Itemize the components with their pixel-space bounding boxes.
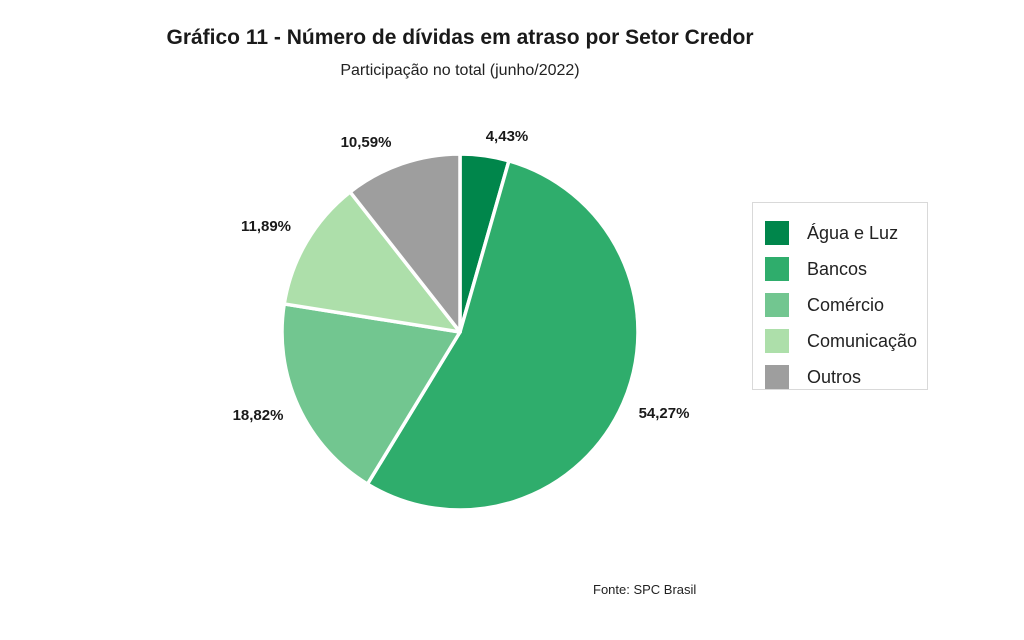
legend-swatch [765, 365, 789, 389]
source-note: Fonte: SPC Brasil [593, 582, 697, 597]
legend-item-agua-e-luz: Água e Luz [765, 215, 927, 251]
legend-label: Outros [807, 366, 862, 387]
legend-label: Bancos [807, 258, 868, 279]
pie-slice-comunicacao [282, 190, 462, 334]
data-label-outros: 10,59% [341, 134, 392, 151]
pie-slice-bancos [365, 159, 640, 512]
data-label-bancos: 54,27% [639, 405, 690, 422]
legend-label: Comércio [807, 294, 885, 315]
data-label-comercio: 18,82% [233, 407, 284, 424]
chart-subtitle: Participação no total (junho/2022) [340, 62, 580, 79]
data-label-agua-e-luz: 4,43% [486, 128, 529, 145]
data-label-comunicacao: 11,89% [241, 218, 291, 235]
legend-item-outros: Outros [765, 359, 927, 395]
legend-label: Comunicação [807, 330, 918, 351]
legend-item-comercio: Comércio [765, 287, 927, 323]
pie-slice-comercio [280, 302, 462, 486]
legend-swatch [765, 329, 789, 353]
legend-swatch [765, 293, 789, 317]
legend-label: Água e Luz [807, 222, 899, 243]
legend-item-bancos: Bancos [765, 251, 927, 287]
pie-slice-outros [348, 152, 462, 334]
legend-swatch [765, 257, 789, 281]
legend-item-comunicacao: Comunicação [765, 323, 927, 359]
chart-title: Gráfico 11 - Número de dívidas em atraso… [166, 26, 754, 49]
legend: Água e Luz Bancos Comércio Comunicação O… [752, 202, 928, 390]
legend-swatch [765, 221, 789, 245]
